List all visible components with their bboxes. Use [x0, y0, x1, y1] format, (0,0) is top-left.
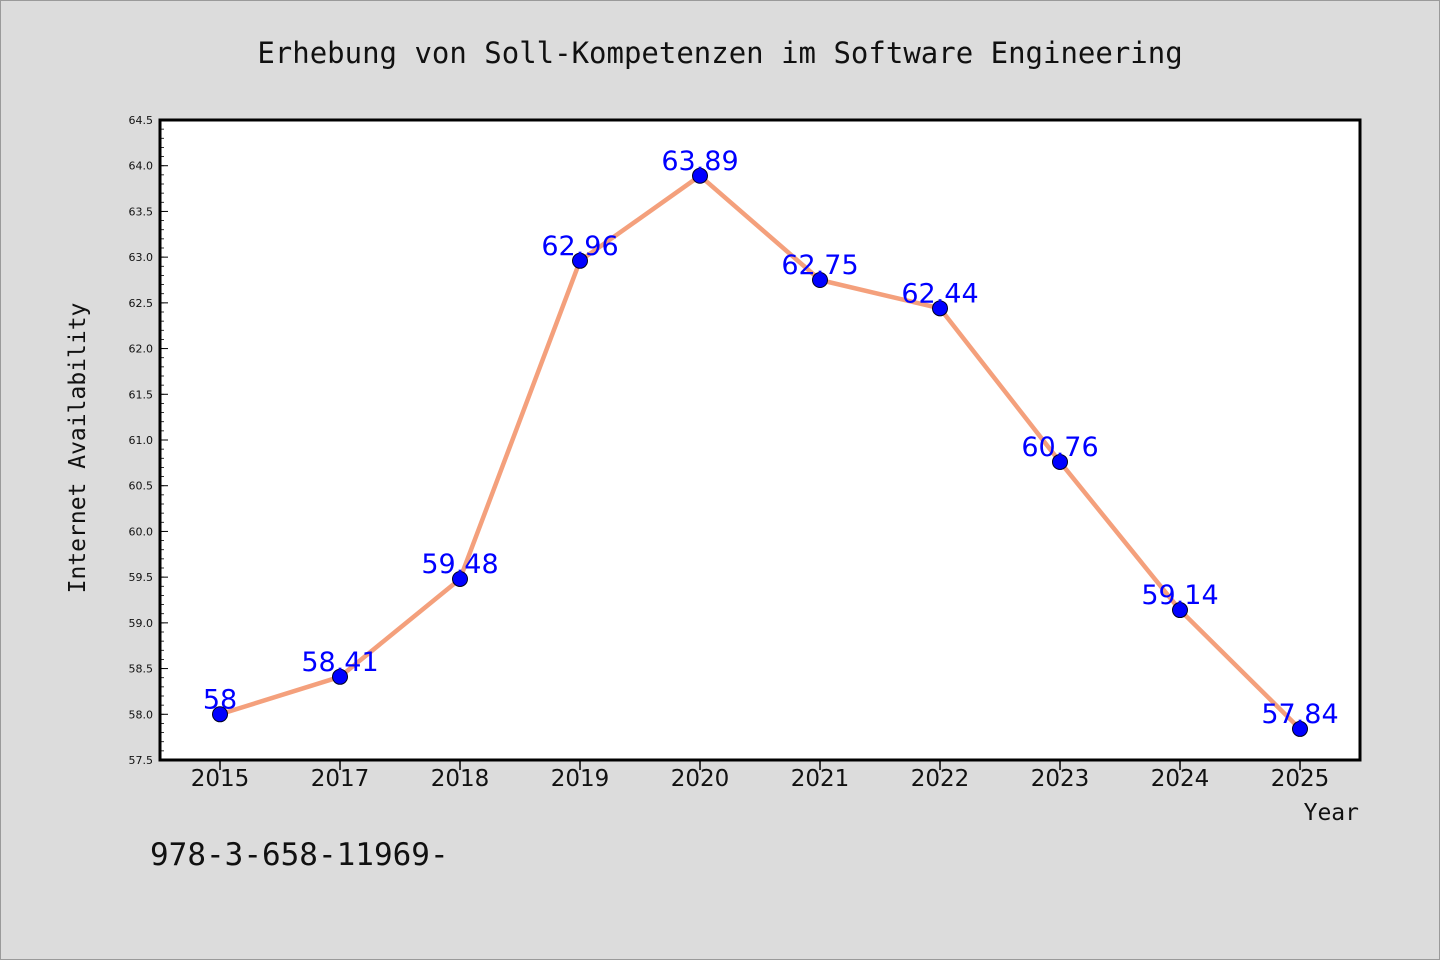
x-tick-label: 2020: [671, 766, 730, 792]
y-axis: 57.5 58.0 58.5 59.0 59.5 60.0 60.5 61.0 61.5 62.0…: [129, 114, 168, 767]
data-point: [1292, 720, 1308, 737]
y-tick-label: 64.5: [129, 114, 154, 127]
y-tick-label: 62.0: [129, 343, 154, 356]
x-tick-label: 2023: [1031, 766, 1090, 792]
data-point: [812, 272, 828, 288]
y-tick-label: 57.5: [129, 754, 154, 767]
data-point: [572, 252, 588, 269]
x-axis-label: Year: [1304, 800, 1359, 826]
y-tick-label: 60.0: [129, 525, 154, 538]
x-tick-label: 2022: [911, 766, 970, 792]
y-tick-label: 62.5: [129, 297, 154, 310]
x-tick-label: 2021: [791, 766, 850, 792]
footer-text: 978-3-658-11969-: [150, 837, 449, 873]
y-tick-label: 60.5: [129, 480, 154, 493]
x-tick-label: 2025: [1271, 766, 1330, 792]
y-tick-label: 61.5: [129, 388, 154, 401]
data-label: 63.89: [661, 146, 738, 177]
data-point: [332, 668, 348, 685]
data-label: 62.75: [781, 250, 858, 281]
data-label: 62.96: [541, 231, 618, 262]
x-tick-label: 2024: [1151, 766, 1210, 792]
data-label: 58: [203, 684, 237, 715]
y-tick-label: 59.5: [129, 571, 154, 584]
x-tick-label: 2019: [551, 766, 610, 792]
series-layer: 58 58.41 59.48 62.96 63.89 62.75 62.44 60.76 59.…: [203, 146, 1339, 737]
data-label: 62.44: [901, 278, 978, 309]
x-axis: 2015 2017 2018 2019 2020 2021 2022 2023 2024 2025: [191, 760, 1330, 792]
data-label: 58.41: [301, 647, 378, 678]
data-label: 57.84: [1261, 699, 1338, 730]
y-tick-label: 61.0: [129, 434, 154, 447]
series-line: [219, 173, 1302, 731]
y-tick-label: 58.0: [129, 708, 154, 721]
data-point: [692, 167, 708, 184]
y-tick-label: 64.0: [129, 160, 154, 173]
data-label: 60.76: [1021, 432, 1098, 463]
data-label: 59.14: [1141, 580, 1218, 611]
chart-title: Erhebung von Soll-Kompetenzen im Softwar…: [257, 36, 1182, 70]
x-tick-label: 2015: [191, 766, 250, 792]
x-tick-label: 2018: [431, 766, 490, 792]
x-tick-label: 2017: [311, 766, 370, 792]
data-label: 59.48: [421, 549, 498, 580]
data-point: [452, 570, 468, 587]
data-point: [932, 300, 948, 317]
y-tick-label: 59.0: [129, 617, 154, 630]
y-tick-label: 63.0: [129, 251, 154, 264]
data-point: [212, 706, 228, 723]
y-axis-label: Internet Availability: [65, 303, 91, 594]
y-tick-label: 58.5: [129, 663, 154, 676]
data-point: [1172, 602, 1188, 619]
data-point: [1052, 453, 1068, 470]
y-tick-label: 63.5: [129, 205, 154, 218]
